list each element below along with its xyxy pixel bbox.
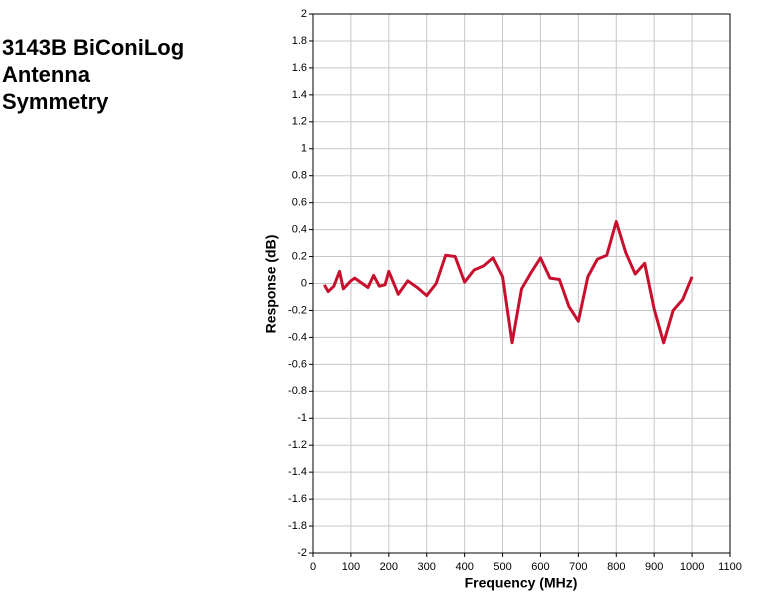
y-tick-label: 1 [301, 143, 307, 155]
x-tick-label: 500 [493, 561, 511, 573]
y-tick-label: -0.4 [288, 331, 307, 343]
title-line: Antenna [2, 62, 90, 87]
x-tick-label: 200 [380, 561, 398, 573]
x-tick-label: 600 [531, 561, 549, 573]
x-tick-label: 1100 [718, 561, 742, 573]
data-line [323, 220, 694, 345]
y-tick-label: -1.4 [288, 466, 307, 478]
y-tick-label: 2 [301, 8, 307, 20]
x-tick-label: 300 [418, 561, 436, 573]
y-tick-label: -1 [297, 412, 307, 424]
y-tick-label: 1.4 [292, 89, 307, 101]
y-tick-label: 0.6 [292, 197, 307, 209]
y-tick-label: -0.8 [288, 385, 307, 397]
y-tick-label: -0.6 [288, 358, 307, 370]
y-tick-label: 1.6 [292, 62, 307, 74]
y-tick-label: 0.4 [292, 224, 307, 236]
y-tick-label: 1.2 [292, 116, 307, 128]
x-tick-label: 400 [455, 561, 473, 573]
x-tick-label: 900 [645, 561, 663, 573]
y-tick-label: -1.8 [288, 520, 307, 532]
title-line: Symmetry [2, 89, 109, 114]
y-tick-label: -2 [297, 547, 307, 559]
x-tick-label: 700 [569, 561, 587, 573]
x-tick-label: 100 [342, 561, 360, 573]
chart-title: 3143B BiConiLog Antenna Symmetry [2, 34, 184, 115]
y-axis-label: Response (dB) [263, 235, 279, 334]
y-tick-label: 0 [301, 277, 307, 289]
x-tick-label: 0 [310, 561, 316, 573]
x-axis-label: Frequency (MHz) [465, 575, 578, 591]
y-tick-label: 1.8 [292, 35, 307, 47]
y-tick-label: -1.2 [288, 439, 307, 451]
plot-frame [312, 13, 731, 554]
title-line: 3143B BiConiLog [2, 35, 185, 60]
y-tick-label: 0.2 [292, 250, 307, 262]
x-tick-label: 800 [607, 561, 625, 573]
y-tick-label: -1.6 [288, 493, 307, 505]
x-tick-label: 1000 [680, 561, 704, 573]
y-tick-label: -0.2 [288, 304, 307, 316]
y-tick-label: 0.8 [292, 170, 307, 182]
